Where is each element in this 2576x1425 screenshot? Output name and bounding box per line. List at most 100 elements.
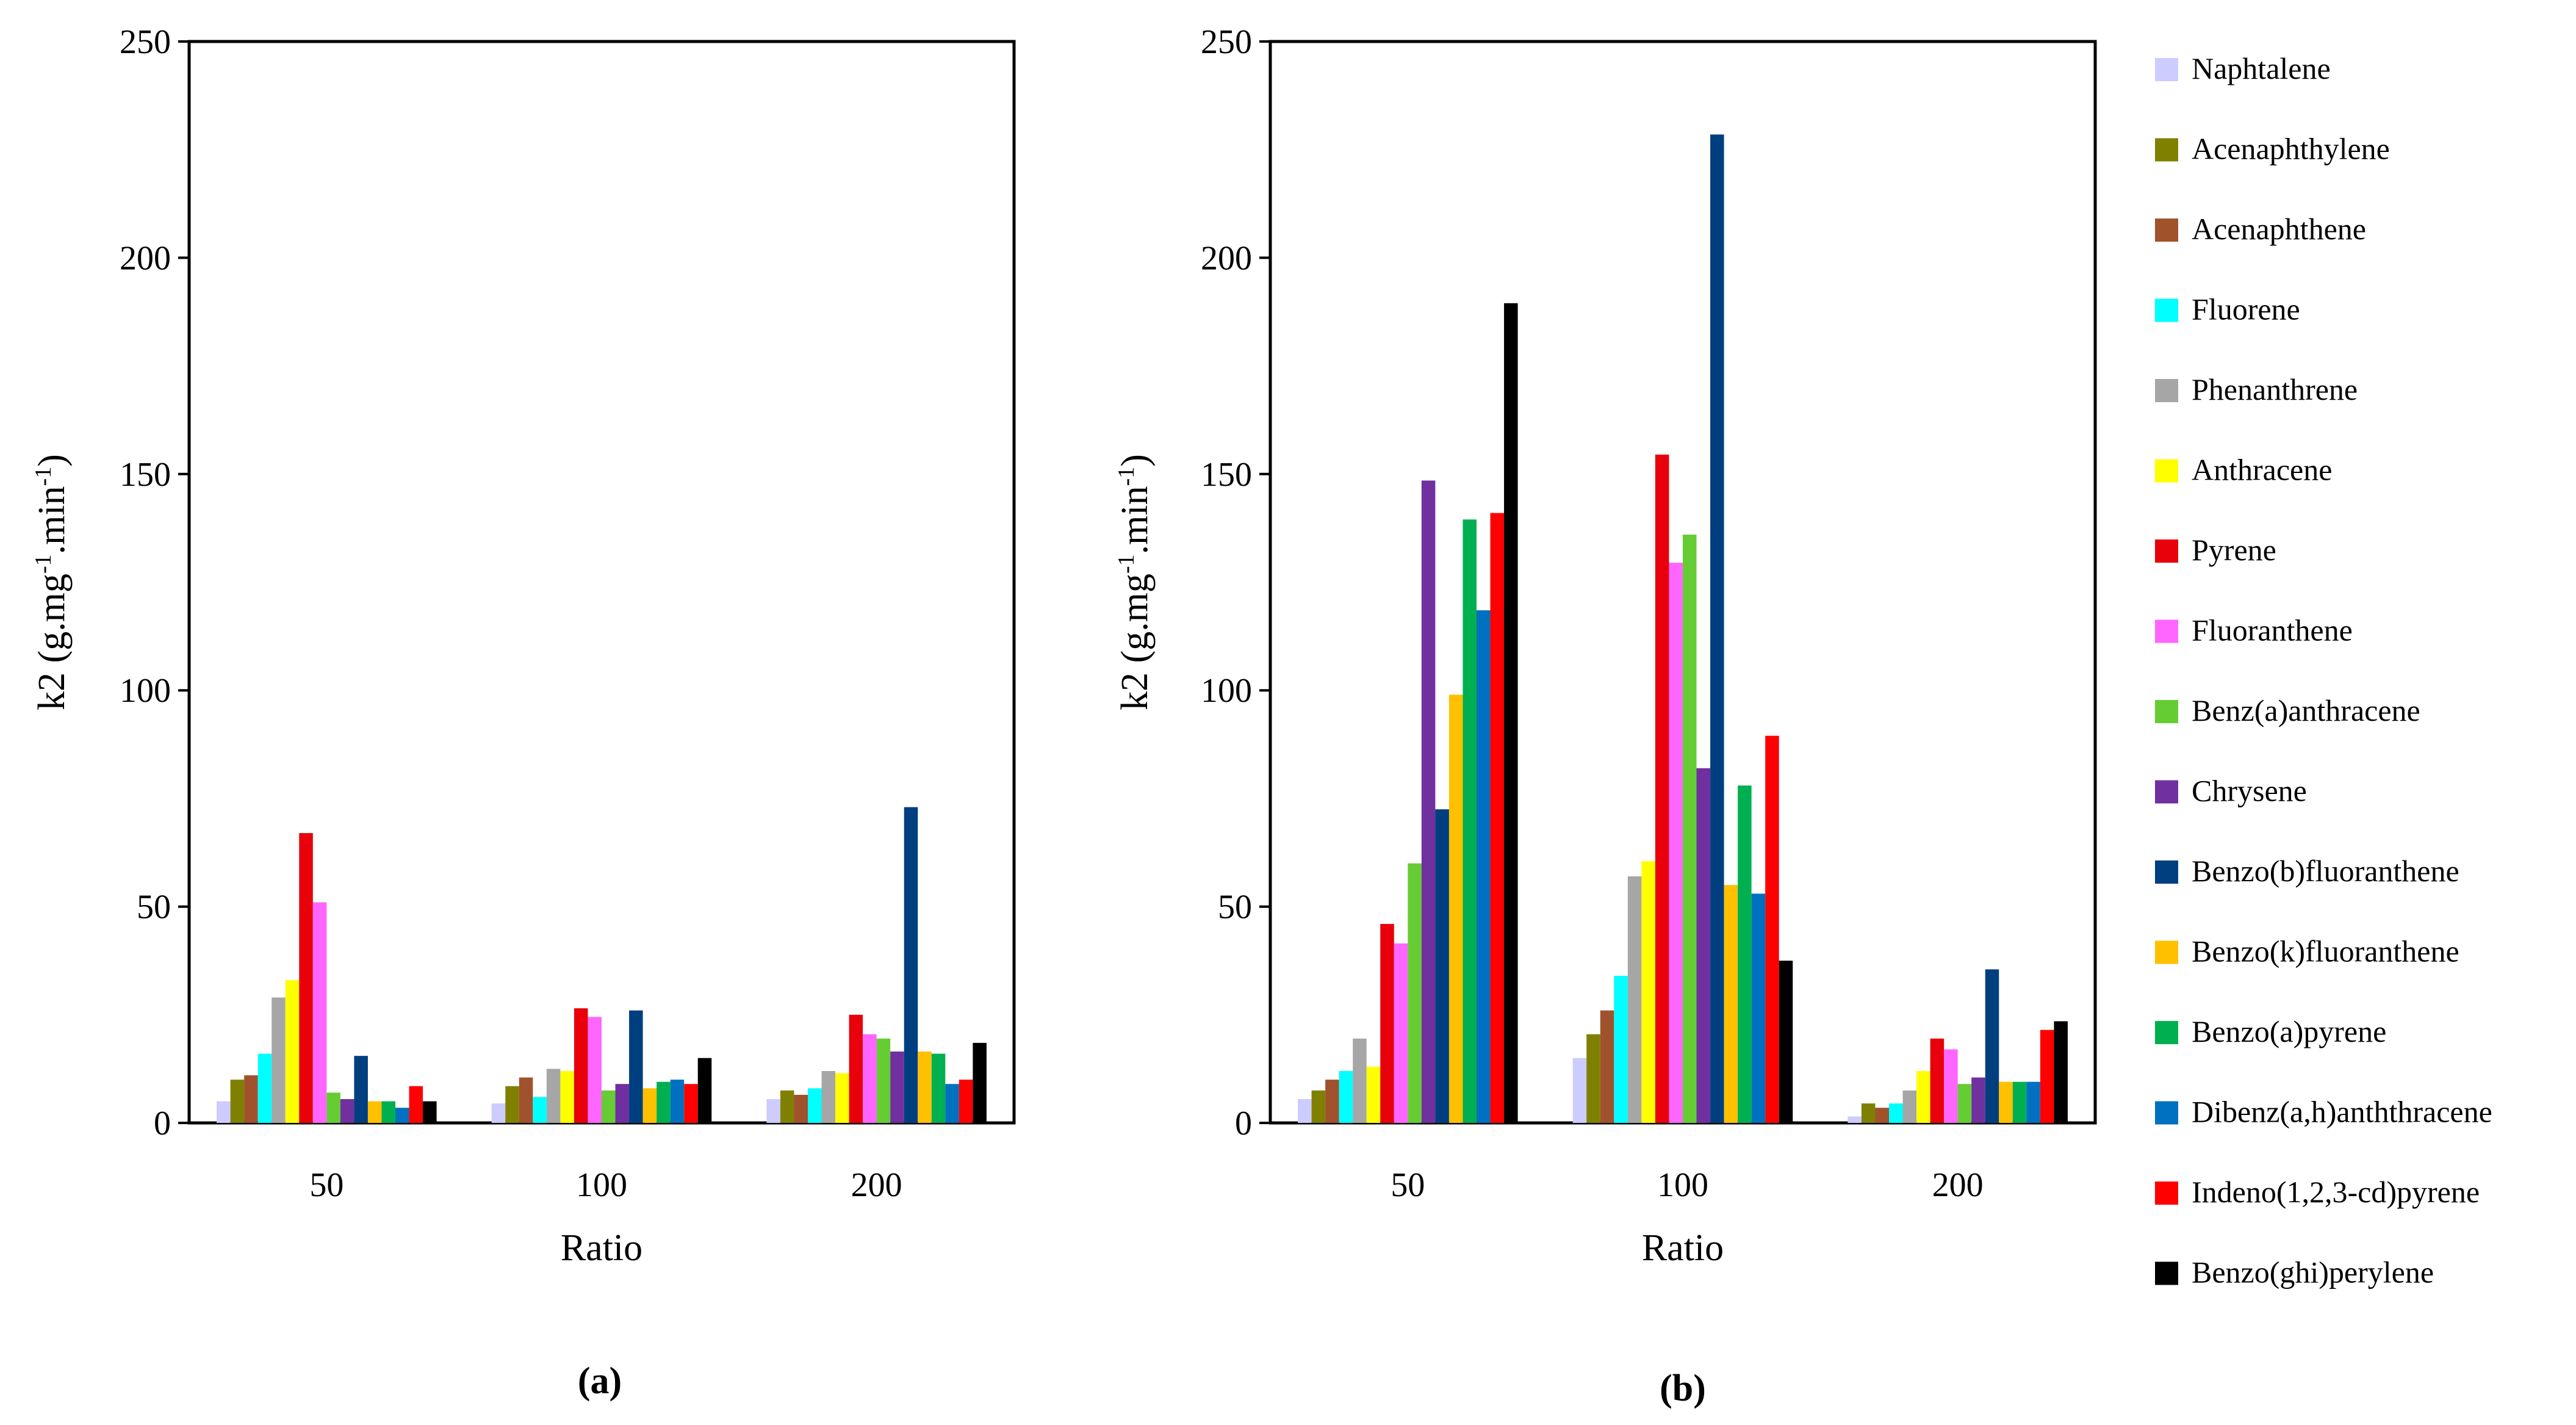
bar xyxy=(1641,861,1655,1123)
x-tick-labels: 50 100 200 xyxy=(1391,1166,1983,1204)
bar xyxy=(931,1053,946,1123)
y-axis-title: k2 (g.mg-1.min-1) xyxy=(1114,454,1156,710)
bar xyxy=(2012,1081,2027,1123)
legend-swatch xyxy=(2155,379,2178,402)
bar xyxy=(395,1108,409,1123)
bar xyxy=(299,833,313,1123)
legend-swatch xyxy=(2155,58,2178,81)
legend-label: Benz(a)anthracene xyxy=(2192,693,2420,727)
legend-label: Benzo(ghi)perylene xyxy=(2192,1255,2434,1290)
bar xyxy=(1738,785,1752,1123)
legend-swatch xyxy=(2155,218,2178,242)
bar xyxy=(588,1017,602,1123)
bar xyxy=(1394,943,1408,1123)
bar xyxy=(312,902,327,1123)
bar xyxy=(2026,1081,2040,1123)
y-axis-title-mid: .min xyxy=(1114,486,1156,554)
bar xyxy=(794,1094,808,1123)
y-axis-title-main: k2 (g.mg xyxy=(1114,574,1156,710)
y-tick-label: 100 xyxy=(120,672,171,710)
x-tick-label: 200 xyxy=(1932,1166,1984,1204)
y-tick-label: 0 xyxy=(154,1105,171,1142)
bar xyxy=(1490,513,1505,1123)
bar xyxy=(519,1077,533,1123)
y-tick-label: 250 xyxy=(120,23,171,61)
bar xyxy=(1614,976,1628,1123)
bar xyxy=(1779,961,1793,1123)
bars xyxy=(217,807,987,1123)
x-tick-label: 50 xyxy=(1391,1166,1425,1204)
legend-label: Naphtalene xyxy=(2192,51,2331,85)
bar xyxy=(340,1099,354,1123)
bar xyxy=(1957,1084,1972,1123)
bar xyxy=(533,1097,547,1123)
bar xyxy=(670,1080,685,1123)
legend-swatch xyxy=(2155,1101,2178,1125)
bar xyxy=(615,1084,630,1123)
legend-label: Benzo(a)pyrene xyxy=(2192,1014,2386,1048)
y-tick-labels: 0 50 100 150 200 250 xyxy=(1201,23,1270,1142)
bar xyxy=(959,1080,973,1123)
legend-label: Benzo(k)fluoranthene xyxy=(2192,934,2459,969)
bar xyxy=(1572,1058,1587,1123)
bar xyxy=(1298,1099,1312,1123)
legend-label: Acenaphthene xyxy=(2192,212,2366,246)
legend-swatch xyxy=(2155,700,2178,723)
bar xyxy=(684,1084,698,1123)
y-tick-label: 200 xyxy=(120,239,171,277)
bar xyxy=(272,997,286,1123)
y-axis-title-end: ) xyxy=(1114,454,1156,467)
bar xyxy=(1339,1070,1353,1123)
bar xyxy=(697,1058,712,1123)
bar xyxy=(1448,694,1463,1123)
bar xyxy=(1765,735,1779,1123)
x-axis-title: Ratio xyxy=(561,1227,642,1269)
y-axis-title-main: k2 (g.mg xyxy=(31,574,73,710)
legend-label: Fluoranthene xyxy=(2192,613,2353,648)
bar xyxy=(560,1070,574,1123)
bar xyxy=(2054,1021,2068,1123)
bar xyxy=(629,1010,643,1123)
bar xyxy=(1669,563,1683,1123)
y-axis-title-sup2: -1 xyxy=(31,467,56,486)
bar xyxy=(1366,1066,1381,1123)
x-tick-labels: 50 100 200 xyxy=(309,1166,902,1204)
legend-swatch xyxy=(2155,539,2178,563)
bar xyxy=(1875,1108,1889,1123)
y-axis-title-sup2: -1 xyxy=(1114,467,1139,486)
legend-swatch xyxy=(2155,780,2178,804)
y-tick-label: 0 xyxy=(1235,1105,1252,1142)
bar xyxy=(642,1088,657,1123)
bar xyxy=(1847,1116,1862,1123)
bar xyxy=(1627,876,1642,1123)
y-tick-label: 250 xyxy=(1201,23,1252,61)
legend-swatch xyxy=(2155,1261,2178,1285)
bar xyxy=(1930,1038,1945,1123)
bar xyxy=(1462,519,1477,1123)
y-tick-label: 200 xyxy=(1201,239,1252,277)
x-tick-label: 100 xyxy=(576,1166,627,1204)
bar xyxy=(1504,303,1518,1124)
bar xyxy=(1477,610,1491,1123)
bar xyxy=(1408,863,1422,1123)
y-tick-label: 50 xyxy=(1218,889,1252,926)
legend-label: Fluorene xyxy=(2192,292,2300,326)
bar xyxy=(1751,893,1766,1123)
bar xyxy=(505,1086,519,1123)
bar xyxy=(973,1042,987,1123)
bar xyxy=(409,1086,423,1123)
legend-swatch xyxy=(2155,1021,2178,1044)
bar xyxy=(367,1101,382,1123)
bar xyxy=(945,1084,959,1123)
x-tick-label: 50 xyxy=(309,1166,344,1204)
bar xyxy=(1655,454,1669,1123)
bars xyxy=(1298,134,2068,1124)
bar xyxy=(849,1014,863,1123)
legend-swatch xyxy=(2155,1181,2178,1205)
bar xyxy=(546,1069,561,1123)
bar xyxy=(1683,535,1697,1123)
bar xyxy=(602,1090,616,1123)
bar xyxy=(1999,1081,2013,1123)
